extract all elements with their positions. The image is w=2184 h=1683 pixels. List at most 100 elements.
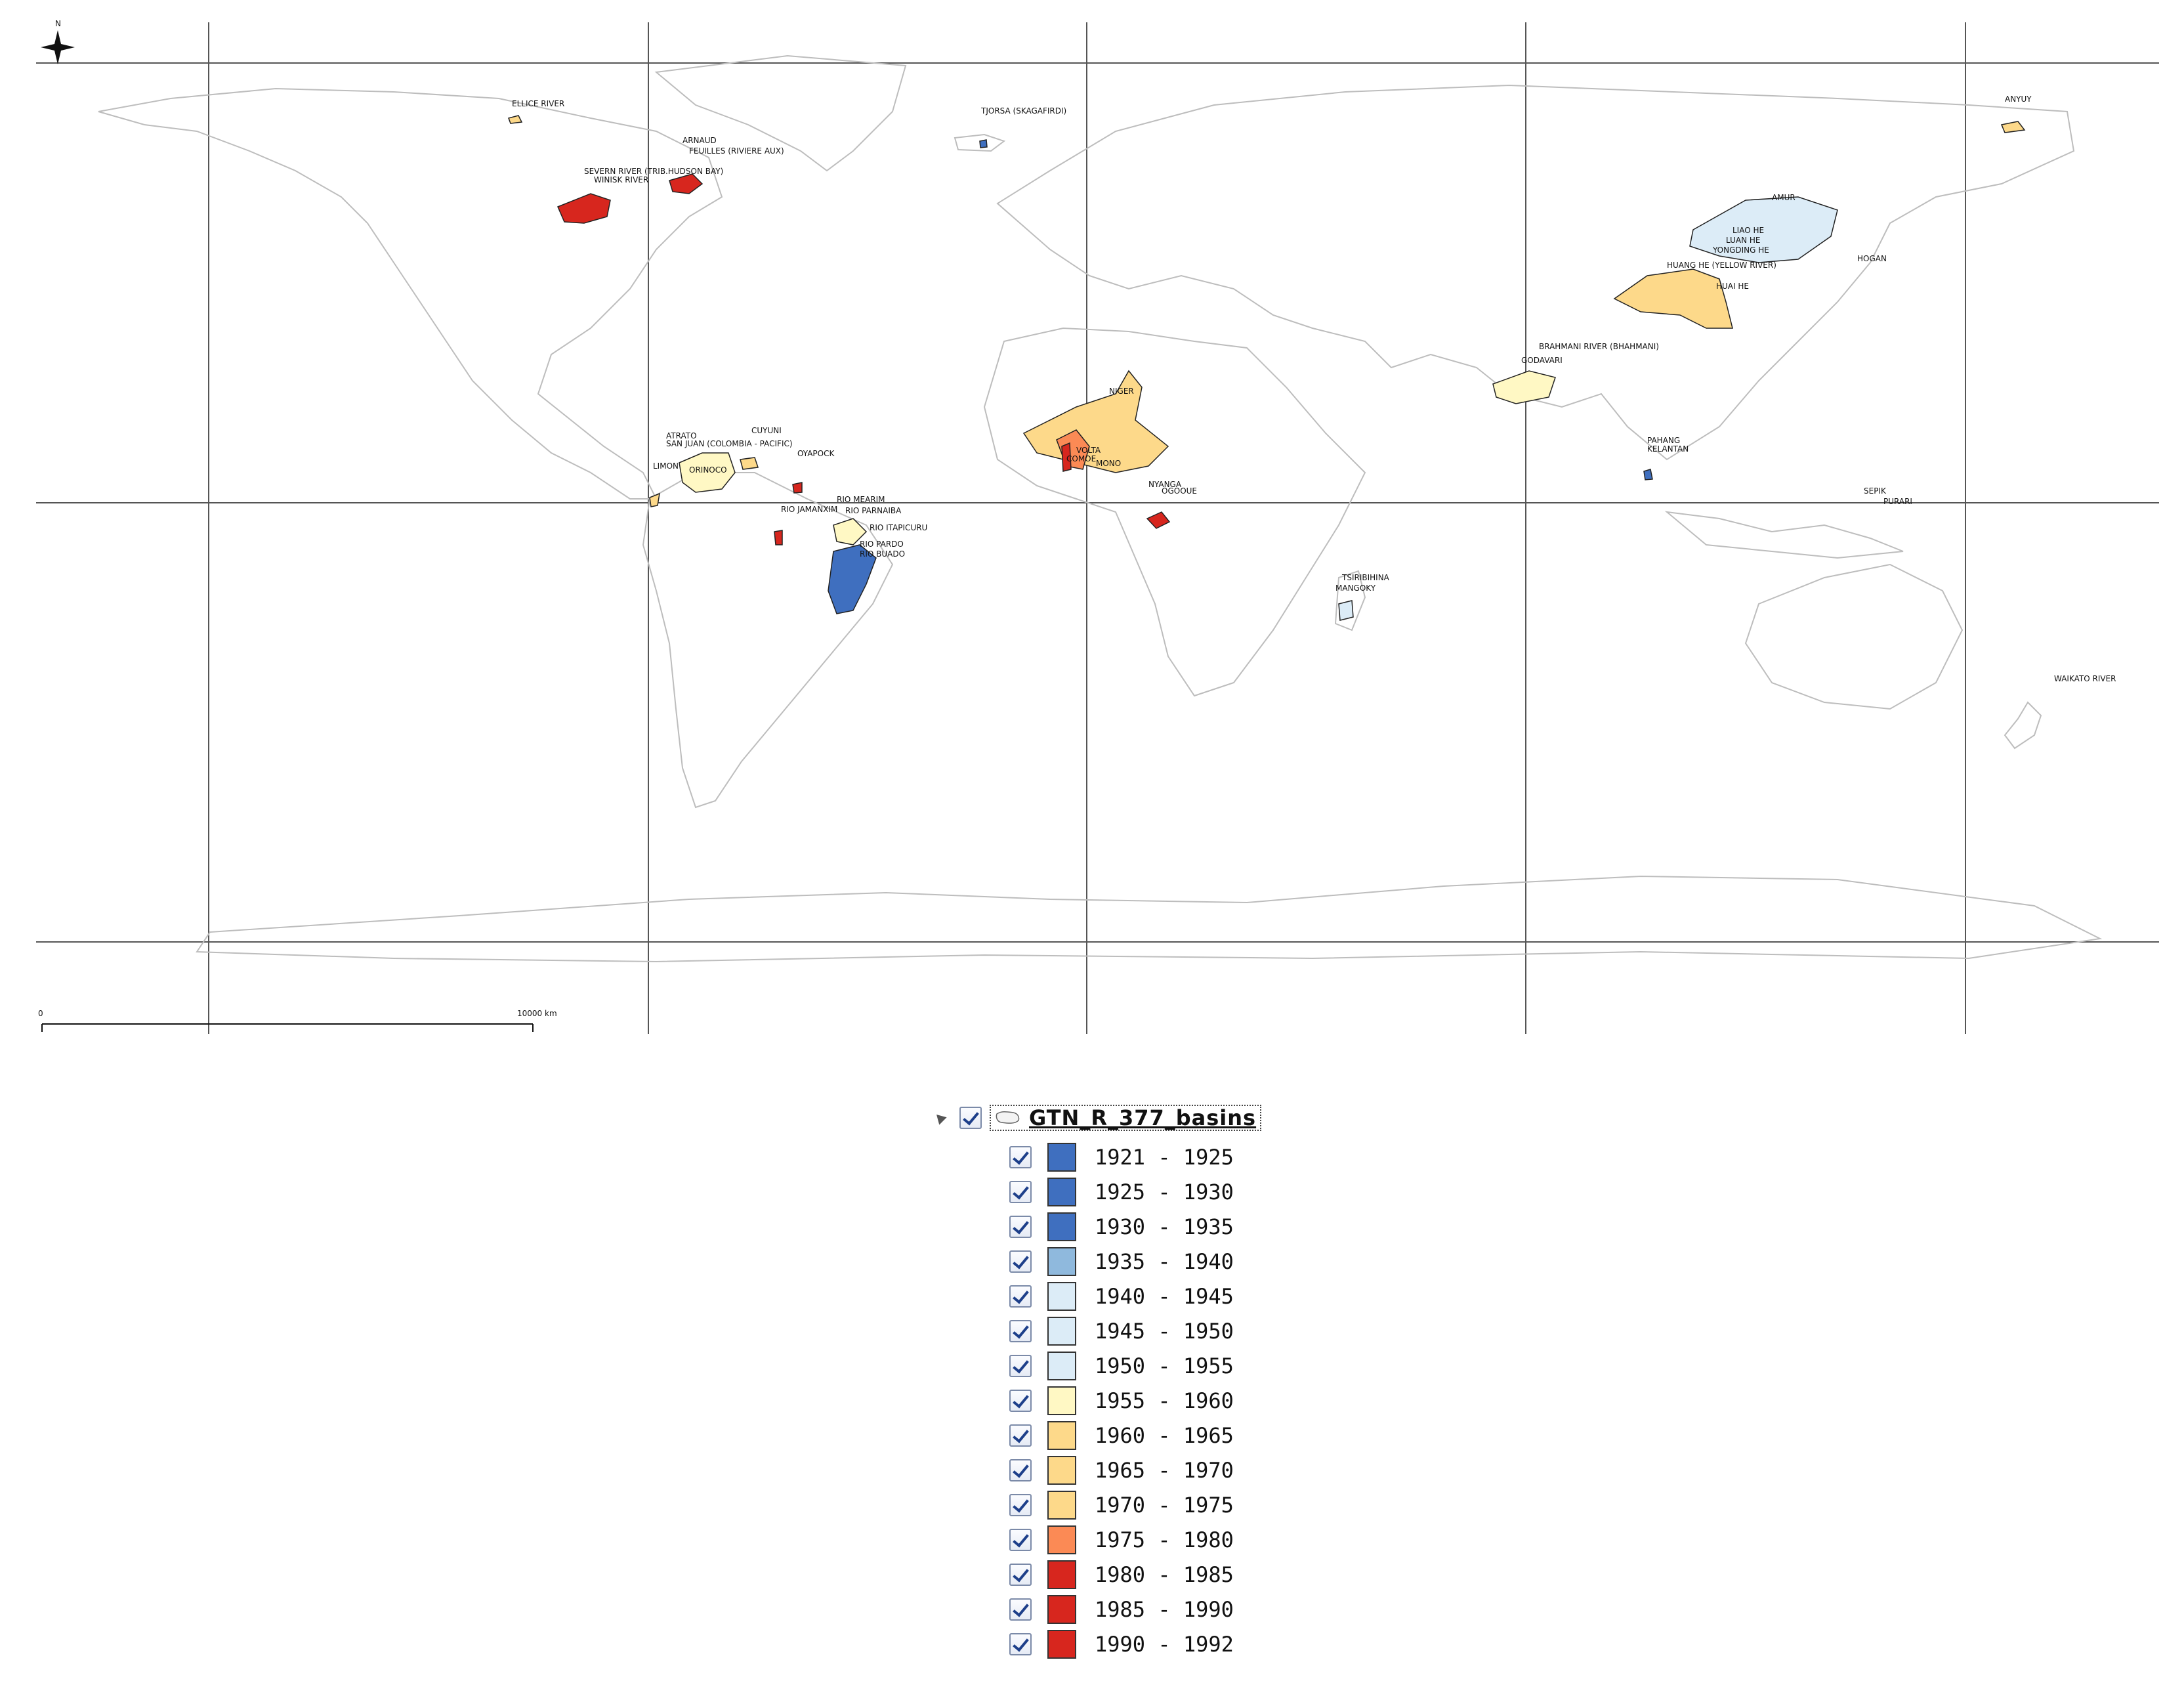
legend-item: 1955 - 1960: [1009, 1383, 1234, 1418]
class-visibility-checkbox[interactable]: [1009, 1632, 1032, 1655]
label-arnaud: ARNAUD: [682, 136, 717, 145]
class-visibility-checkbox[interactable]: [1009, 1250, 1032, 1273]
africa-outline: [983, 327, 1366, 697]
class-range-label: 1925 - 1930: [1095, 1179, 1234, 1204]
basin-amur: [1689, 196, 1838, 263]
label-tsiribihina: TSIRIBIHINA: [1341, 573, 1390, 582]
class-range-label: 1930 - 1935: [1095, 1214, 1234, 1239]
basin-anyuy: [2000, 121, 2026, 133]
color-swatch: [1047, 1420, 1076, 1450]
basin-labels: ELLICE RIVER SEVERN RIVER (TRIB.HUDSON B…: [512, 95, 2116, 683]
antarctica-outline: [196, 875, 2103, 963]
label-huang-he: HUANG HE (YELLOW RIVER): [1667, 261, 1776, 270]
collapse-arrow-icon[interactable]: [933, 1111, 947, 1125]
layer-row: GTN_R_377_basins: [932, 1103, 1262, 1133]
label-luan-he: LUAN HE: [1726, 236, 1760, 245]
color-swatch: [1047, 1594, 1076, 1624]
scale-start-label: 0: [38, 1009, 43, 1018]
legend-item: 1990 - 1992: [1009, 1627, 1234, 1661]
label-rio-buado: RIO BUADO: [860, 549, 905, 559]
label-purari: PURARI: [1883, 497, 1912, 506]
color-swatch: [1047, 1246, 1076, 1276]
layer-name: GTN_R_377_basins: [1029, 1105, 1257, 1130]
label-yongding-he: YONGDING HE: [1712, 245, 1769, 255]
class-range-label: 1935 - 1940: [1095, 1248, 1234, 1274]
class-range-label: 1975 - 1980: [1095, 1527, 1234, 1552]
legend-item: 1970 - 1975: [1009, 1487, 1234, 1522]
color-swatch: [1047, 1560, 1076, 1589]
basin-orinoco: [679, 452, 736, 493]
legend-item: 1985 - 1990: [1009, 1592, 1234, 1627]
label-amur: AMUR: [1772, 193, 1796, 202]
layer-name-box[interactable]: GTN_R_377_basins: [990, 1105, 1262, 1131]
basin-rio-parnaiba: [833, 518, 868, 545]
class-visibility-checkbox[interactable]: [1009, 1145, 1032, 1168]
label-orinoco: ORINOCO: [689, 465, 727, 475]
label-hogan: HOGAN: [1857, 254, 1887, 263]
legend-item: 1950 - 1955: [1009, 1348, 1234, 1383]
class-visibility-checkbox[interactable]: [1009, 1319, 1032, 1342]
legend-item: 1945 - 1950: [1009, 1313, 1234, 1348]
label-waikato: WAIKATO RIVER: [2054, 674, 2116, 683]
class-visibility-checkbox[interactable]: [1009, 1285, 1032, 1308]
label-rio-itapicuru: RIO ITAPICURU: [870, 523, 927, 532]
basins: [508, 115, 2026, 621]
color-swatch: [1047, 1212, 1076, 1241]
basin-atrato: [649, 492, 660, 507]
north-america-outline: [98, 87, 723, 500]
class-visibility-checkbox[interactable]: [1009, 1389, 1032, 1412]
label-brahmani: BRAHMANI RIVER (BHAHMANI): [1539, 342, 1659, 351]
land-outlines: [98, 54, 2103, 963]
basin-rio-buado: [828, 544, 877, 614]
se-asia-islands-outline: [1664, 511, 1904, 559]
color-swatch: [1047, 1629, 1076, 1659]
class-range-label: 1970 - 1975: [1095, 1492, 1234, 1518]
australia-outline: [1744, 563, 1964, 710]
basin-huang-he: [1613, 268, 1733, 329]
label-mono: MONO: [1096, 459, 1121, 468]
class-visibility-checkbox[interactable]: [1009, 1528, 1032, 1551]
layer-visibility-checkbox[interactable]: [959, 1107, 982, 1129]
legend-item: 1921 - 1925: [1009, 1140, 1234, 1174]
label-san-juan: SAN JUAN (COLOMBIA - PACIFIC): [666, 439, 793, 448]
color-swatch: [1047, 1281, 1076, 1311]
iceland-outline: [954, 133, 1006, 152]
legend-item: 1980 - 1985: [1009, 1557, 1234, 1592]
basin-rio-jamanxim: [774, 530, 783, 545]
label-niger: NIGER: [1109, 387, 1134, 396]
class-visibility-checkbox[interactable]: [1009, 1493, 1032, 1516]
class-visibility-checkbox[interactable]: [1009, 1459, 1032, 1481]
class-visibility-checkbox[interactable]: [1009, 1424, 1032, 1447]
class-range-label: 1990 - 1992: [1095, 1631, 1234, 1657]
label-liao-he: LIAO HE: [1732, 226, 1764, 235]
polygon-layer-icon: [996, 1111, 1020, 1124]
legend-item: 1960 - 1965: [1009, 1418, 1234, 1453]
class-visibility-checkbox[interactable]: [1009, 1598, 1032, 1621]
label-ellice: ELLICE RIVER: [512, 99, 564, 108]
legend-item: 1925 - 1930: [1009, 1174, 1234, 1209]
south-america-outline: [642, 472, 894, 809]
label-feuilles: FEUILLES (RIVIERE AUX): [689, 146, 784, 156]
label-godavari: GODAVARI: [1521, 356, 1563, 365]
class-range-label: 1945 - 1950: [1095, 1318, 1234, 1344]
new-zealand-outline: [2004, 701, 2042, 750]
basin-oyapock: [792, 482, 803, 494]
class-visibility-checkbox[interactable]: [1009, 1180, 1032, 1203]
class-visibility-checkbox[interactable]: [1009, 1215, 1032, 1238]
class-range-label: 1985 - 1990: [1095, 1596, 1234, 1622]
basin-ogooue: [1146, 511, 1171, 529]
color-swatch: [1047, 1142, 1076, 1172]
class-visibility-checkbox[interactable]: [1009, 1354, 1032, 1377]
label-rio-jamanxim: RIO JAMANXIM: [781, 505, 837, 514]
north-label: N: [55, 19, 61, 28]
graticule: [36, 22, 2159, 1034]
class-visibility-checkbox[interactable]: [1009, 1563, 1032, 1586]
color-swatch: [1047, 1316, 1076, 1346]
color-swatch: [1047, 1455, 1076, 1485]
eurasia-outline: [996, 84, 2075, 461]
legend-item: 1965 - 1970: [1009, 1453, 1234, 1487]
label-ogooue: OGOOUE: [1162, 486, 1197, 496]
label-anyuy: ANYUY: [2005, 95, 2032, 104]
label-kelantan: KELANTAN: [1647, 444, 1689, 454]
label-winisk: WINISK RIVER: [594, 175, 648, 184]
